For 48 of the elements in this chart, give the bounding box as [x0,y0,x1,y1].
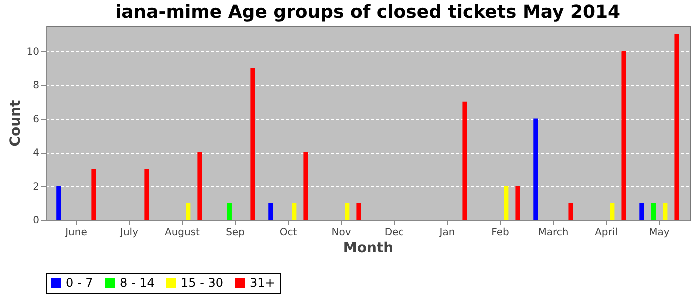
bar [640,203,644,220]
bar [144,169,150,220]
bar [516,186,520,220]
bar [674,34,680,220]
x-tick-label: June [64,228,88,238]
x-axis-title: Month [343,240,394,256]
bar [92,169,96,220]
bar [345,203,350,220]
x-tick-label: Oct [280,228,298,238]
legend-label: 8 - 14 [120,276,155,290]
x-tick-label: Nov [332,228,352,238]
legend-label: 15 - 30 [181,276,224,290]
bar [304,152,308,220]
chart-title: iana-mime Age groups of closed tickets May 2014 [115,2,621,23]
legend-label: 0 - 7 [66,276,94,290]
bar [292,203,297,220]
x-tick-label: April [595,228,618,238]
x-tick-label: Sep [226,228,245,238]
y-tick-label: 4 [33,148,40,160]
bar [356,203,362,220]
y-tick-label: 0 [33,216,40,226]
x-tick-label: March [538,228,569,238]
y-tick-label: 6 [33,114,40,126]
bar [622,51,626,220]
bar [250,68,256,220]
bar [56,186,62,220]
bar [227,203,232,220]
bar [198,152,202,220]
x-tick-label: May [649,228,670,238]
x-tick-label: Dec [384,228,404,238]
y-tick-label: 8 [33,80,40,92]
x-tick-label: Jan [438,228,456,238]
x-tick-label: July [119,228,139,238]
x-tick-label: August [164,228,200,238]
bar [268,203,274,220]
y-tick-label: 10 [26,46,40,58]
bar [186,203,191,220]
y-tick-label: 2 [33,182,40,193]
bar [504,186,509,220]
bar [610,203,615,220]
y-axis-title: Count [8,100,24,147]
bar [663,203,668,220]
x-tick-label: Feb [492,228,510,238]
bar [462,102,468,220]
legend-label: 31+ [250,276,276,290]
bar [568,203,574,220]
bar [534,118,538,220]
bar [651,203,656,220]
